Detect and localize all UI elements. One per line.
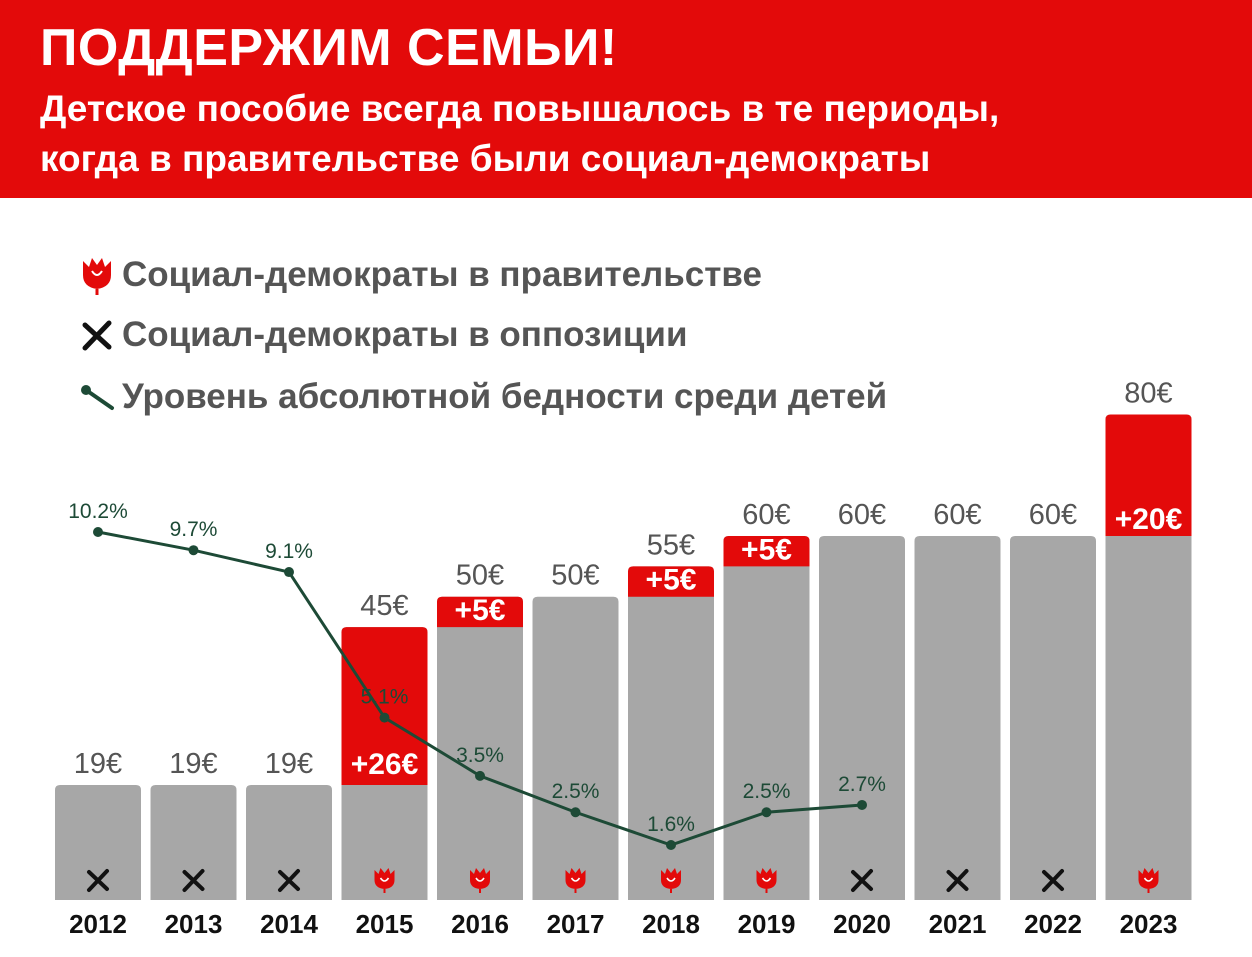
value-label-2023: 80€ — [1124, 378, 1172, 410]
increase-label-2019: +5€ — [741, 533, 792, 566]
legend-label-government: Социал-демократы в правительстве — [122, 255, 762, 294]
value-label-2018: 55€ — [647, 529, 695, 561]
x-tick-2020: 2020 — [833, 909, 891, 939]
x-tick-2013: 2013 — [165, 909, 223, 939]
bar-2014 — [246, 785, 332, 900]
x-tick-2014: 2014 — [260, 909, 318, 939]
page-title: ПОДДЕРЖИМ СЕМЬИ! — [40, 19, 618, 77]
legend-label-opposition: Социал-демократы в оппозиции — [122, 315, 688, 354]
rose-icon — [565, 868, 586, 893]
poverty-point-2012 — [93, 527, 103, 537]
poverty-label-2015: 5.1% — [361, 686, 409, 709]
x-tick-2015: 2015 — [356, 909, 414, 939]
bar-2022 — [1010, 536, 1096, 900]
increase-label-2016: +5€ — [455, 594, 506, 627]
x-tick-2017: 2017 — [547, 909, 605, 939]
bar-2016 — [437, 596, 523, 900]
rose-icon — [661, 868, 681, 893]
poverty-label-2014: 9.1% — [265, 540, 313, 563]
bar-increase-2015 — [341, 627, 428, 785]
value-label-2020: 60€ — [838, 499, 886, 531]
rose-icon — [470, 868, 490, 893]
bar-increase-2023 — [1105, 414, 1192, 536]
poverty-point-2018 — [666, 840, 676, 850]
x-tick-2019: 2019 — [738, 909, 796, 939]
x-tick-2023: 2023 — [1120, 909, 1178, 939]
poverty-label-2012: 10.2% — [68, 500, 128, 523]
cross-icon — [946, 869, 969, 892]
bar-2019 — [723, 536, 810, 900]
header-banner: ПОДДЕРЖИМ СЕМЬИ! Детское пособие всегда … — [0, 0, 1252, 198]
value-label-2014: 19€ — [265, 748, 313, 780]
value-label-2013: 19€ — [169, 748, 217, 780]
poverty-label-2020: 2.7% — [838, 773, 886, 796]
value-label-2015: 45€ — [360, 590, 408, 622]
value-label-2021: 60€ — [933, 499, 981, 531]
subtitle-line-2: когда в правительстве были социал-демокр… — [40, 138, 931, 179]
x-tick-2018: 2018 — [642, 909, 700, 939]
poverty-point-2020 — [857, 799, 867, 810]
x-tick-2021: 2021 — [929, 909, 987, 939]
legend-item-government: Социал-демократы в правительстве — [78, 253, 762, 297]
cross-icon — [851, 869, 873, 892]
poverty-label-2017: 2.5% — [552, 780, 600, 803]
cross-icon — [278, 869, 300, 892]
cross-icon — [182, 869, 205, 892]
poverty-point-2017 — [570, 807, 581, 818]
increase-label-2015: +26€ — [351, 748, 419, 781]
cross-icon — [87, 869, 109, 892]
poverty-label-2018: 1.6% — [647, 813, 695, 836]
legend-item-opposition: Социал-демократы в оппозиции — [78, 313, 687, 357]
x-tick-2016: 2016 — [451, 909, 509, 939]
x-tick-2022: 2022 — [1024, 909, 1082, 939]
legend-label-poverty: Уровень абсолютной бедности среди детей — [122, 377, 888, 416]
legend-item-poverty: Уровень абсолютной бедности среди детей — [78, 375, 887, 419]
subtitle-line-1: Детское пособие всегда повышалось в те п… — [40, 88, 1000, 129]
bar-2017 — [532, 596, 619, 900]
poverty-label-2016: 3.5% — [456, 744, 504, 767]
rose-icon — [374, 868, 395, 893]
value-label-2022: 60€ — [1029, 499, 1077, 531]
line-marker-icon — [78, 377, 116, 417]
rose-icon — [78, 255, 116, 295]
cross-icon — [78, 315, 116, 355]
bar-increase-2018 — [628, 566, 714, 597]
bar-2013 — [150, 785, 237, 900]
bar-increase-2019 — [723, 536, 810, 567]
increase-label-2023: +20€ — [1115, 503, 1183, 536]
bar-2018 — [628, 566, 714, 900]
value-label-2017: 50€ — [551, 560, 599, 592]
cross-icon — [1042, 869, 1064, 892]
x-tick-2012: 2012 — [69, 909, 127, 939]
bar-increase-2016 — [437, 596, 523, 628]
rose-icon — [756, 868, 777, 893]
value-label-2012: 19€ — [74, 748, 122, 780]
bar-2021 — [914, 536, 1001, 900]
rose-icon — [1138, 868, 1159, 893]
poverty-point-2014 — [284, 567, 294, 578]
bar-2012 — [55, 785, 141, 900]
value-label-2019: 60€ — [742, 499, 790, 531]
poverty-point-2015 — [379, 712, 390, 723]
poverty-label-2019: 2.5% — [743, 780, 791, 803]
poverty-point-2019 — [761, 807, 772, 818]
poverty-point-2016 — [475, 770, 485, 781]
poverty-point-2013 — [188, 545, 199, 556]
poverty-label-2013: 9.7% — [170, 518, 218, 541]
increase-label-2018: +5€ — [646, 564, 697, 597]
value-label-2016: 50€ — [456, 560, 504, 592]
bar-2020 — [819, 536, 905, 900]
